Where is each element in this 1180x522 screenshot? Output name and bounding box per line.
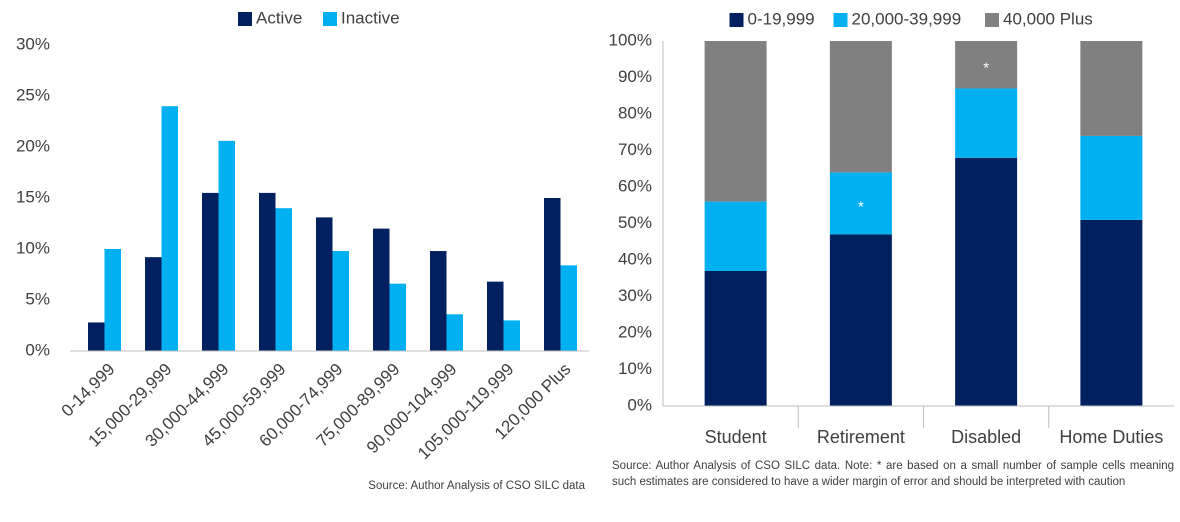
- source-note: Source: Author Analysis of CSO SILC data: [368, 480, 585, 492]
- y-tick-label: 25%: [16, 85, 50, 104]
- bar: [560, 265, 577, 351]
- y-tick-label: 0%: [627, 395, 652, 414]
- y-tick-label: 20%: [618, 322, 652, 341]
- bar-segment: [955, 88, 1018, 158]
- x-tick-label: Disabled: [951, 427, 1021, 447]
- bar: [389, 283, 406, 351]
- bar: [218, 140, 235, 351]
- bar-segment: [955, 157, 1018, 406]
- y-tick-label: 50%: [618, 213, 652, 232]
- bar-segment: [704, 270, 767, 406]
- legend-label: 40,000 Plus: [1003, 9, 1093, 28]
- bar: [161, 106, 178, 351]
- legend-swatch: [238, 12, 252, 26]
- bar: [487, 281, 504, 351]
- bar: [88, 322, 105, 351]
- y-tick-label: 30%: [16, 34, 50, 53]
- bar: [104, 249, 121, 351]
- bar: [544, 198, 561, 351]
- annotation: *: [983, 60, 989, 77]
- x-tick-label: Student: [705, 427, 767, 447]
- y-tick-label: 40%: [618, 249, 652, 268]
- legend-swatch: [323, 12, 337, 26]
- bar-segment: [1080, 135, 1143, 220]
- y-tick-label: 0%: [25, 340, 50, 359]
- y-tick-label: 60%: [618, 176, 652, 195]
- y-tick-label: 90%: [618, 67, 652, 86]
- bar-segment: [829, 234, 892, 406]
- y-tick-label: 15%: [16, 187, 50, 206]
- legend-label: 0-19,999: [748, 9, 815, 28]
- x-tick-label: 105,000-119,999: [414, 360, 517, 463]
- bar: [430, 251, 447, 351]
- bar: [446, 314, 463, 351]
- bar-segment: [829, 41, 892, 173]
- y-tick-label: 70%: [618, 140, 652, 159]
- bar: [275, 208, 292, 351]
- x-tick-label: Retirement: [817, 427, 905, 447]
- bar: [373, 228, 390, 351]
- bar: [316, 217, 333, 351]
- legend-label: Inactive: [341, 8, 400, 27]
- bar: [503, 320, 520, 351]
- y-tick-label: 100%: [609, 30, 652, 49]
- legend-swatch: [833, 13, 848, 27]
- bar-segment: [955, 41, 1018, 89]
- y-tick-label: 5%: [25, 289, 50, 308]
- legend-swatch: [729, 13, 744, 27]
- annotation: *: [858, 198, 864, 215]
- bar: [259, 192, 276, 351]
- y-tick-label: 10%: [618, 359, 652, 378]
- legend-label: 20,000-39,999: [852, 9, 962, 28]
- bar: [202, 192, 219, 351]
- bar-segment: [1080, 219, 1143, 406]
- y-tick-label: 10%: [16, 238, 50, 257]
- y-tick-label: 30%: [618, 286, 652, 305]
- bar: [332, 251, 349, 351]
- bar: [145, 257, 162, 351]
- bar-segment: [704, 41, 767, 202]
- y-tick-label: 20%: [16, 136, 50, 155]
- legend-swatch: [985, 13, 999, 27]
- bar-segment: [1080, 41, 1143, 136]
- bar-segment: [829, 172, 892, 235]
- bar-segment: [704, 201, 767, 271]
- source-note: Source: Author Analysis of CSO SILC data…: [612, 460, 1174, 488]
- x-tick-label: Home Duties: [1059, 427, 1163, 447]
- y-tick-label: 80%: [618, 103, 652, 122]
- legend-label: Active: [256, 8, 302, 27]
